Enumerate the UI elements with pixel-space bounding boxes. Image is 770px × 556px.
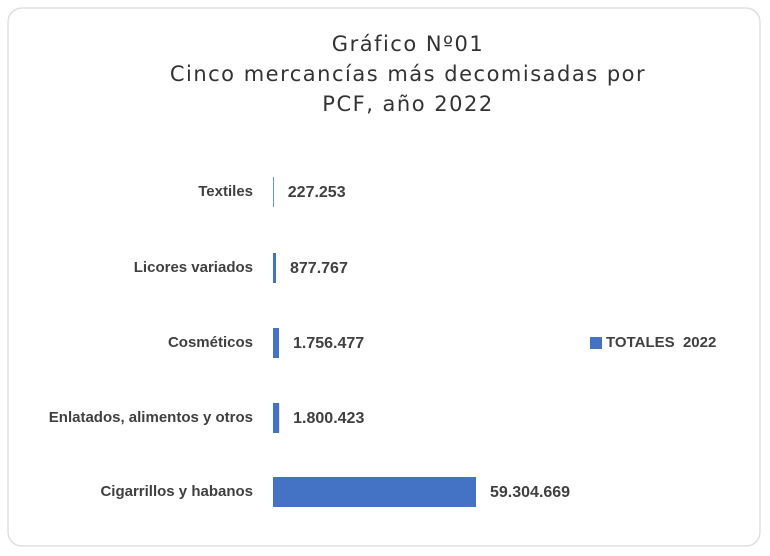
bar [273,177,274,207]
y-tick-label: Cosméticos [168,334,253,351]
chart-frame [7,7,761,547]
data-label: 1.756.477 [293,335,364,352]
chart-title: Cinco mercancías más decomisadas por [170,62,646,86]
bar [273,477,476,507]
chart-title: Gráfico Nº01 [332,32,484,56]
data-label: 1.800.423 [293,410,364,427]
legend-swatch [590,337,602,349]
y-tick-label: Textiles [198,183,253,200]
data-label: 59.304.669 [490,484,570,501]
data-label: 877.767 [290,260,348,277]
y-tick-label: Cigarrillos y habanos [100,483,253,500]
data-label: 227.253 [288,184,346,201]
bar [273,403,280,433]
y-tick-label: Enlatados, alimentos y otros [49,409,253,426]
bar [273,328,280,358]
bar [273,253,277,283]
chart-title: PCF, año 2022 [322,92,493,116]
legend-label: TOTALES 2022 [606,334,716,351]
y-tick-label: Licores variados [134,259,253,276]
